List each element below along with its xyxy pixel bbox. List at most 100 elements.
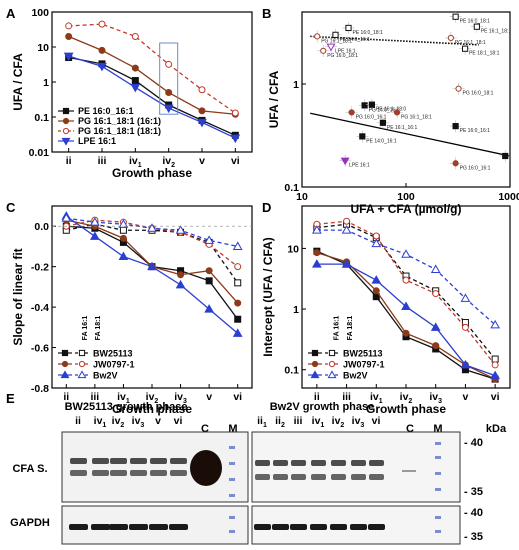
data-point (371, 275, 382, 284)
series-group (63, 20, 241, 144)
x-tick-label: vi (233, 391, 242, 403)
band-gapdh (109, 524, 128, 530)
band (170, 470, 187, 476)
x-tick-label: v (199, 155, 205, 167)
data-point (175, 279, 186, 289)
data-point (452, 160, 459, 167)
data-point (204, 304, 215, 313)
x-tick-label-main: iv (162, 155, 171, 167)
marker-band (229, 494, 235, 497)
data-point (232, 241, 243, 250)
data-point (452, 123, 459, 130)
x-tick-label-main: v (199, 155, 205, 167)
point-label: LPE 16:1 (335, 49, 356, 55)
y-axis-label: UFA / CFA (11, 53, 25, 111)
band (255, 474, 270, 480)
lane-label: iv3 (132, 415, 145, 429)
band-gapdh (149, 524, 168, 530)
legend-marker (62, 127, 70, 135)
data-point (232, 328, 243, 337)
y-tick-label: 0.1 (34, 112, 49, 124)
data-point (430, 264, 441, 273)
lane-label-main: v (155, 415, 161, 427)
lane-label: iv1 (312, 415, 325, 429)
marker-band (229, 446, 235, 449)
legend-marker (311, 349, 319, 357)
band (351, 474, 366, 480)
y-tick-label: 0.1 (284, 365, 299, 377)
point-label: PE 18:1_18:1 (469, 51, 500, 57)
legend-marker (328, 349, 336, 357)
band-gapdh (69, 524, 88, 530)
data-point (379, 119, 387, 126)
data-point (65, 32, 73, 40)
x-tick-label-sub: 2 (154, 398, 158, 405)
data-point (461, 323, 469, 331)
band (311, 460, 326, 466)
lane-label-sub: 3 (140, 422, 144, 429)
legend-label: BW25113 (343, 349, 383, 359)
x-tick-label: iii (98, 155, 107, 167)
data-point (402, 276, 410, 284)
legend-label: BW25113 (93, 349, 133, 359)
legend-label: PE 16:0_16:1 (78, 106, 134, 116)
data-point (359, 133, 366, 140)
band (150, 458, 167, 464)
x-tick-label: iv3 (429, 391, 442, 405)
y-tick-label: 1 (43, 77, 49, 89)
x-tick-label: 1000 (498, 191, 519, 203)
data-point (332, 31, 339, 38)
data-point (490, 319, 501, 329)
band (92, 458, 109, 464)
point-label: PG 14:0_16:1 (369, 107, 400, 113)
series-line (68, 23, 236, 114)
data-point (165, 89, 173, 97)
data-point (177, 271, 185, 279)
x-tick-label: iv1 (370, 391, 383, 405)
data-point (131, 64, 139, 72)
lane-label: ii1 (257, 415, 267, 429)
marker-band (229, 530, 235, 533)
blot-left-title: BW25113 growth phase (65, 401, 188, 413)
lane-label-main: vi (372, 415, 381, 427)
data-point (341, 225, 352, 234)
panel-label-b: B (262, 6, 271, 21)
data-point (147, 261, 157, 271)
x-tick-label: 10 (296, 191, 308, 203)
kda-35-bottom: - 35 (464, 531, 483, 543)
marker-band (435, 456, 441, 459)
fa-annotation: FA 16:1 (82, 316, 89, 341)
lane-label: v (155, 415, 161, 427)
legend-marker (61, 137, 71, 146)
data-point (343, 217, 351, 225)
marker-band (435, 472, 441, 475)
legend-marker (78, 349, 86, 357)
series-line (68, 35, 236, 115)
y-tick-label: 10 (37, 42, 49, 54)
data-point (455, 85, 462, 92)
y-tick-label: 1 (293, 79, 299, 91)
point-label: PG 16:1_18:1 (401, 114, 432, 120)
western-blot: BW25113 growth phase Bw2V growth phase C… (10, 401, 507, 545)
band-gapdh (368, 524, 385, 530)
point-label: PE 14:0_16:1 (366, 138, 397, 144)
x-tick-label: ii (63, 391, 69, 403)
data-point (63, 52, 74, 62)
data-point (401, 249, 411, 258)
legend-label: Bw2V (93, 371, 118, 381)
y-tick-label: -0.6 (31, 343, 49, 355)
points-group: PE 16:0_18:1PE 14:0_16:1PG 16:1_18:1LPE … (310, 12, 510, 171)
x-tick-label-main: iv (129, 155, 138, 167)
data-point (432, 290, 440, 298)
x-tick-label-main: iii (342, 391, 351, 403)
y-axis-label: Slope of linear fit (11, 248, 25, 345)
data-point (234, 299, 242, 307)
data-point (163, 104, 174, 114)
data-point (231, 109, 239, 117)
point-label: LPE 16:1 (349, 163, 370, 169)
legend-label: JW0797-1 (93, 360, 135, 370)
point-label: PG 16:0_18:1 (327, 53, 358, 59)
x-tick-label: vi (491, 391, 500, 403)
